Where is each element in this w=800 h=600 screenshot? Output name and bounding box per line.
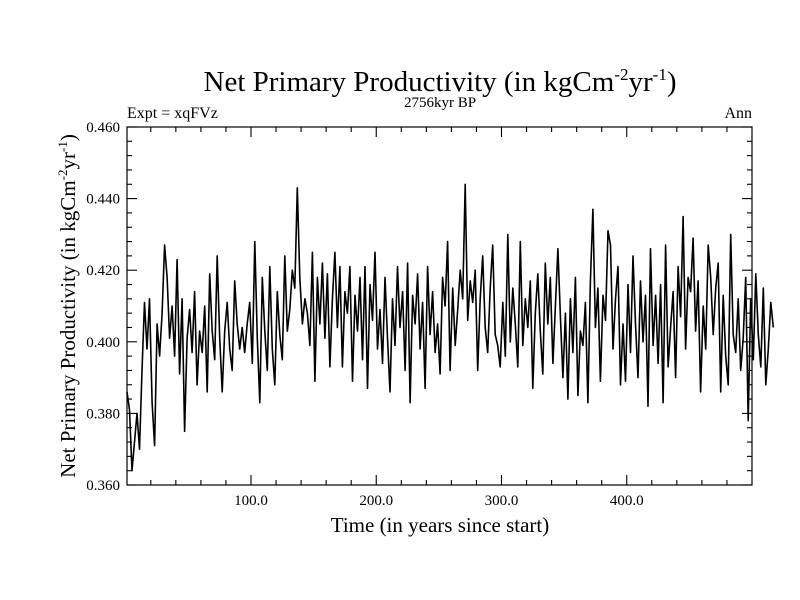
ylabel-superscript-2: -1 — [55, 141, 70, 152]
title-end: ) — [667, 66, 677, 98]
x-tick-label: 100.0 — [234, 493, 268, 509]
npp-series-line — [126, 183, 775, 472]
axis-tick-labels: 100.0 200.0 300.0 400.0 0.360 0.380 0.400 0.420… — [86, 120, 643, 509]
x-tick-label: 300.0 — [485, 493, 519, 509]
title-superscript-2: -1 — [653, 65, 667, 84]
y-tick-label: 0.420 — [86, 263, 120, 279]
y-axis-label: Net Primary Productivity (in kgCm-2yr-1) — [55, 134, 80, 478]
x-tick-label: 200.0 — [359, 493, 393, 509]
ylabel-main: Net Primary Productivity (in kgCm — [56, 180, 80, 477]
ylabel-end: ) — [56, 134, 80, 141]
title-main: Net Primary Productivity (in kgCm — [204, 66, 615, 98]
axis-ticks — [127, 126, 752, 486]
plot-frame — [126, 126, 753, 486]
x-axis-label: Time (in years since start) — [331, 513, 550, 537]
chart-title: Net Primary Productivity (in kgCm-2yr-1) — [204, 65, 677, 98]
y-tick-label: 0.460 — [86, 120, 120, 136]
y-tick-label: 0.360 — [86, 478, 120, 494]
y-tick-label: 0.440 — [86, 192, 120, 208]
x-tick-label: 400.0 — [610, 493, 644, 509]
chart-subtitle: 2756kyr BP — [404, 95, 476, 111]
experiment-label: Expt = xqFVz — [127, 105, 218, 122]
title-superscript-1: -2 — [614, 65, 628, 84]
y-tick-label: 0.380 — [86, 406, 120, 422]
ylabel-superscript-1: -2 — [55, 170, 70, 181]
ylabel-middle: yr — [56, 152, 80, 170]
season-label: Ann — [724, 105, 752, 122]
title-middle: yr — [628, 66, 653, 98]
y-tick-label: 0.400 — [86, 335, 120, 351]
